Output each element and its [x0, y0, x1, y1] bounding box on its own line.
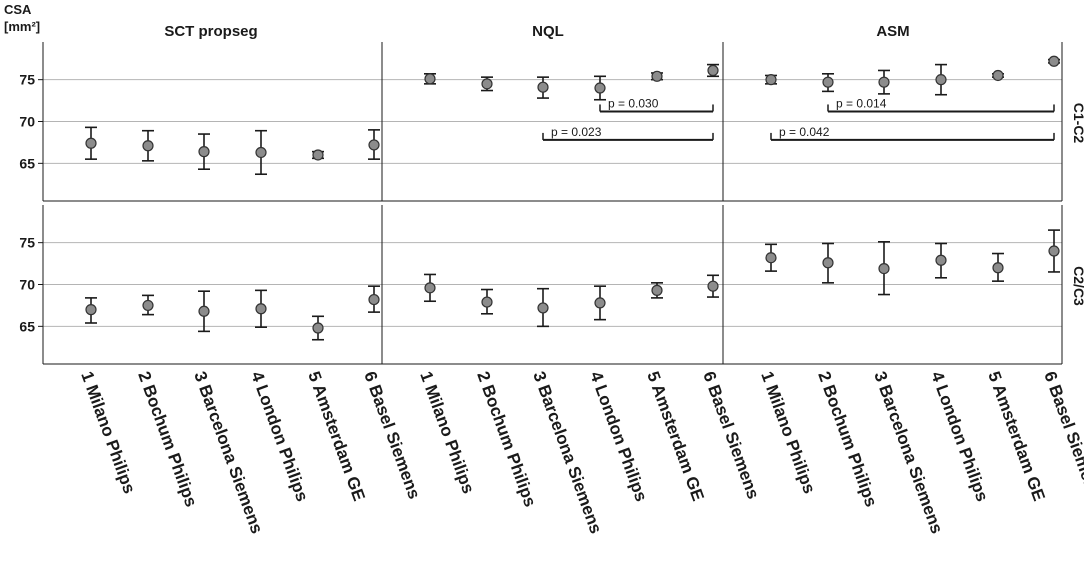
panel-c1-c2-asm: p = 0.014 p = 0.042 [722, 42, 1063, 202]
mean-marker [198, 305, 210, 317]
mean-marker [537, 302, 549, 314]
y-axis-title-line-2: [mm²] [4, 19, 40, 34]
mean-marker [312, 149, 324, 161]
mean-marker [878, 76, 890, 88]
mean-marker [537, 81, 549, 93]
significance-label: p = 0.042 [779, 125, 830, 139]
category-label: 1 Milano Philips [77, 369, 139, 496]
y-tick-label: 70 [19, 114, 35, 130]
mean-marker [85, 304, 97, 316]
category-label: 6 Basel Siemens [699, 369, 763, 502]
mean-marker [935, 254, 947, 266]
mean-marker [935, 74, 947, 86]
y-tick-label: 70 [19, 277, 35, 293]
mean-marker [1048, 245, 1060, 257]
y-tick-label: 65 [19, 155, 35, 171]
column-title-sct-propseg: SCT propseg [164, 23, 257, 40]
mean-marker [594, 297, 606, 309]
column-title-asm: ASM [876, 23, 909, 40]
mean-marker [992, 69, 1004, 82]
mean-marker [424, 282, 436, 294]
mean-marker [142, 299, 154, 312]
mean-marker [1048, 55, 1060, 67]
category-label: 1 Milano Philips [757, 369, 819, 496]
panel-c1-c2-nql: p = 0.030 p = 0.023 [381, 42, 723, 202]
panel-c1-c2-sct-propseg: 65 70 75 [19, 42, 382, 202]
y-tick-label: 75 [19, 72, 35, 88]
category-label: 4 London Philips [927, 369, 992, 504]
category-label: 5 Amsterdam GE [304, 369, 368, 504]
category-label: 4 London Philips [586, 369, 651, 504]
significance-label: p = 0.023 [551, 125, 602, 139]
mean-marker [368, 139, 380, 151]
mean-marker [992, 262, 1004, 274]
mean-marker [481, 296, 493, 308]
mean-marker [707, 280, 719, 292]
mean-marker [142, 140, 154, 152]
y-tick-label: 75 [19, 235, 35, 251]
category-label: 5 Amsterdam GE [643, 369, 707, 504]
y-axis-title-line-1: CSA [4, 2, 32, 17]
column-title-nql: NQL [532, 23, 564, 40]
y-tick-label: 65 [19, 318, 35, 334]
category-label: 4 London Philips [247, 369, 312, 504]
mean-marker [765, 74, 777, 86]
category-label: 2 Bochum Philips [473, 369, 540, 510]
mean-marker [198, 146, 210, 158]
mean-marker [707, 64, 719, 77]
category-label: 5 Amsterdam GE [984, 369, 1048, 504]
mean-marker [651, 284, 663, 296]
mean-marker [594, 82, 606, 94]
mean-marker [878, 263, 890, 275]
mean-marker [765, 252, 777, 264]
mean-marker [424, 73, 436, 85]
category-label: 6 Basel Siemens [1040, 369, 1084, 502]
mean-marker [651, 70, 663, 82]
category-label: 2 Bochum Philips [134, 369, 201, 510]
row-label-c1-c2: C1-C2 [1071, 103, 1084, 144]
mean-marker [255, 303, 267, 315]
mean-marker [822, 257, 834, 269]
significance-label: p = 0.030 [608, 96, 659, 110]
mean-marker [312, 322, 324, 334]
category-label: 2 Bochum Philips [814, 369, 881, 510]
mean-marker [255, 146, 267, 159]
significance-label: p = 0.014 [836, 96, 887, 110]
row-label-c2-c3: C2/C3 [1071, 266, 1084, 306]
mean-marker [481, 78, 493, 90]
mean-marker [85, 137, 97, 149]
category-label: 6 Basel Siemens [360, 369, 424, 502]
mean-marker [822, 76, 834, 88]
mean-marker [368, 293, 380, 306]
category-label: 1 Milano Philips [416, 369, 478, 496]
